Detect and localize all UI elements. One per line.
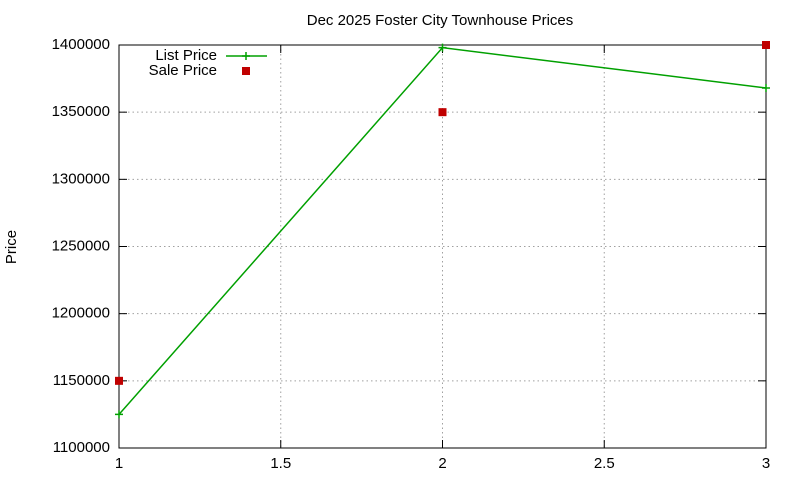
- x-tick-label: 1: [115, 455, 123, 472]
- chart-title: Dec 2025 Foster City Townhouse Prices: [307, 12, 574, 29]
- point: [438, 43, 447, 52]
- y-tick-label: 1400000: [52, 36, 110, 53]
- y-tick-label: 1100000: [53, 439, 110, 456]
- point: [762, 41, 770, 49]
- legend-swatch: [242, 52, 250, 60]
- point: [762, 83, 770, 92]
- x-tick-label: 2.5: [594, 455, 615, 472]
- legend-label: Sale Price: [149, 62, 217, 79]
- x-tick-label: 1.5: [270, 455, 291, 472]
- y-tick-label: 1250000: [52, 237, 110, 254]
- point: [115, 376, 123, 385]
- x-tick-label: 2: [438, 455, 446, 472]
- y-tick-label: 1350000: [52, 103, 110, 120]
- point: [115, 410, 123, 419]
- legend-label: List Price: [155, 47, 217, 64]
- point: [438, 108, 447, 117]
- y-axis-label: Price: [3, 230, 20, 264]
- x-tick-label: 3: [762, 455, 770, 472]
- y-tick-label: 1200000: [52, 305, 110, 322]
- y-tick-label: 1300000: [52, 170, 110, 187]
- legend-swatch: [242, 67, 250, 75]
- y-tick-label: 1150000: [53, 372, 110, 389]
